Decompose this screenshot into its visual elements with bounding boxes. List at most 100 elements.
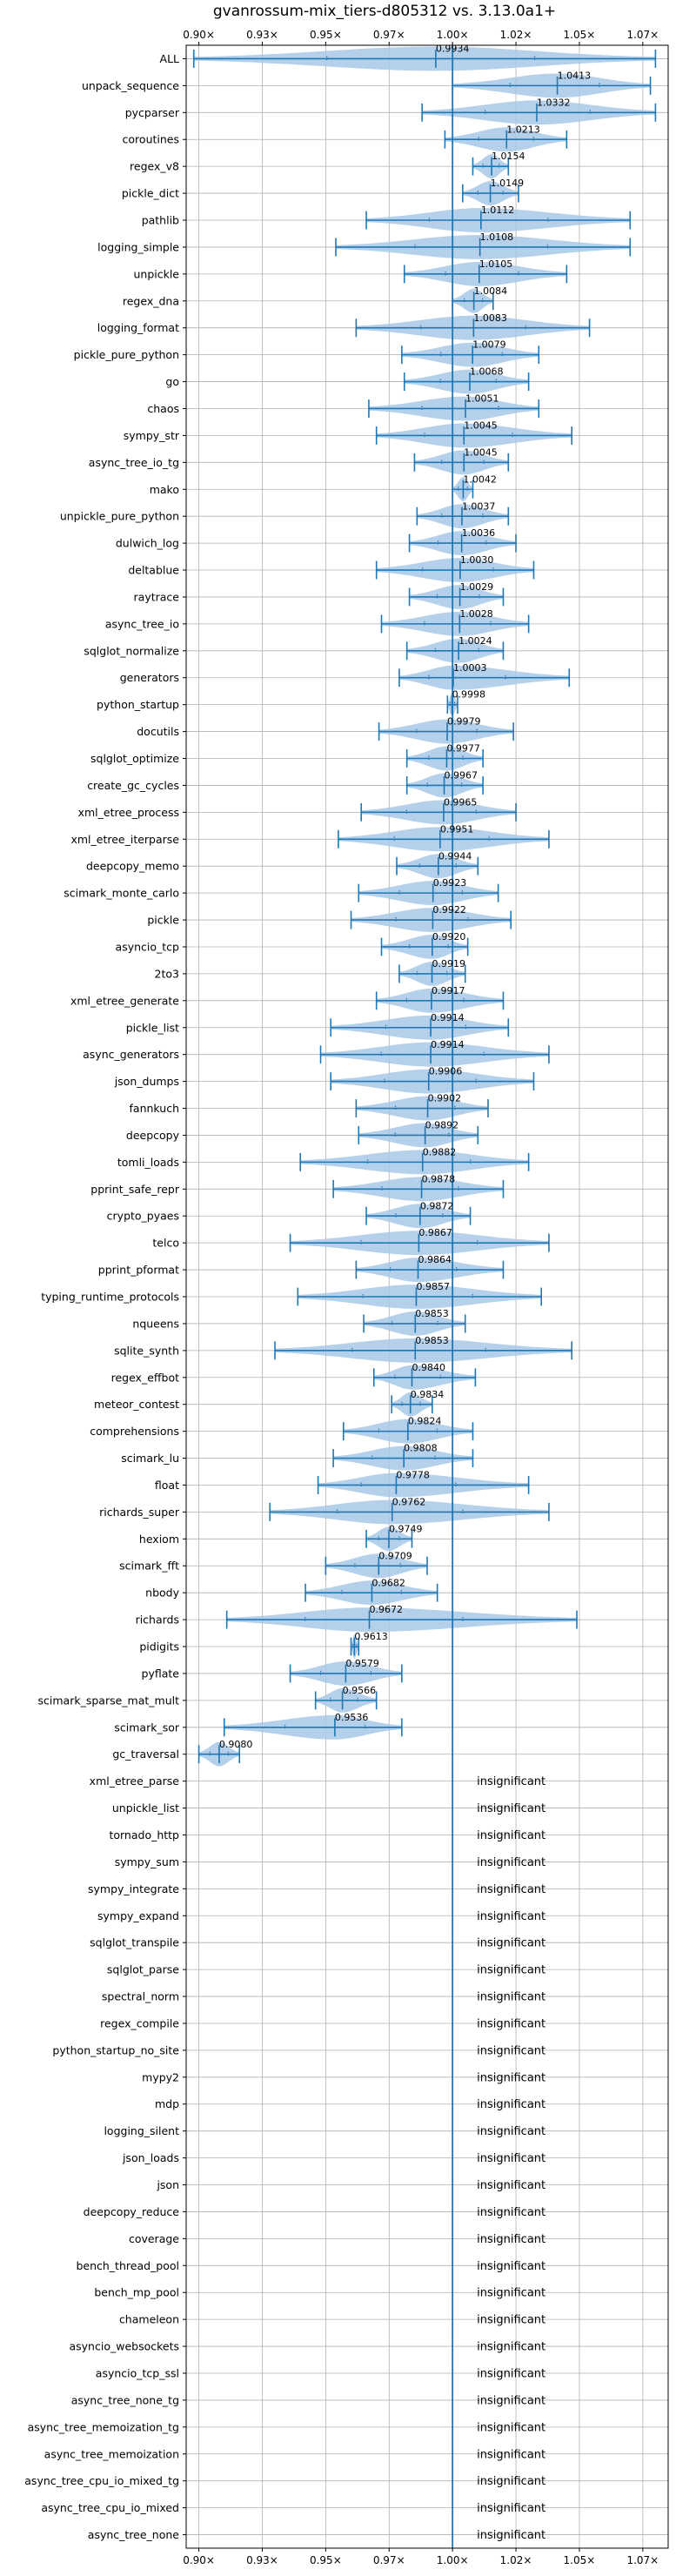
value-label: 0.9613 xyxy=(354,1631,388,1642)
value-label: 0.9749 xyxy=(389,1523,423,1534)
value-label: 0.9778 xyxy=(396,1470,430,1481)
value-label: 1.0332 xyxy=(537,97,571,108)
category-label: docutils xyxy=(137,725,179,738)
category-label: python_startup xyxy=(97,698,179,711)
insignificant-label: insignificant xyxy=(477,1964,545,1977)
insignificant-label: insignificant xyxy=(477,2529,545,2542)
category-label: hexiom xyxy=(139,1533,179,1546)
value-label: 0.9919 xyxy=(432,958,466,969)
value-label: 0.9080 xyxy=(219,1739,253,1750)
value-label: 0.9566 xyxy=(343,1685,377,1696)
x-tick-label-bottom: 0.95× xyxy=(310,2554,342,2566)
category-label: sympy_expand xyxy=(97,1909,179,1922)
category-label: pathlib xyxy=(142,214,179,227)
value-label: 1.0036 xyxy=(462,527,496,539)
insignificant-label: insignificant xyxy=(477,2314,545,2327)
category-label: sqlglot_optimize xyxy=(90,752,179,765)
insignificant-label: insignificant xyxy=(477,2341,545,2354)
category-label: sympy_str xyxy=(124,429,180,442)
value-label: 1.0213 xyxy=(506,124,540,135)
category-label: richards xyxy=(136,1613,179,1627)
value-label: 0.9977 xyxy=(446,743,480,755)
insignificant-label: insignificant xyxy=(477,1802,545,1815)
value-label: 0.9998 xyxy=(452,689,486,701)
value-label: 1.0068 xyxy=(470,366,504,378)
category-label: nqueens xyxy=(132,1317,179,1330)
category-label: scimark_monte_carlo xyxy=(64,887,179,900)
x-tick-label-bottom: 0.97× xyxy=(373,2554,405,2566)
category-label: regex_dna xyxy=(123,294,179,307)
value-label: 0.9979 xyxy=(447,716,481,728)
x-tick-label-top: 1.00× xyxy=(437,29,469,41)
category-label: unpickle xyxy=(133,267,179,280)
value-label: 0.9672 xyxy=(370,1604,404,1615)
category-label: fannkuch xyxy=(130,1102,179,1115)
category-label: pidigits xyxy=(139,1640,179,1654)
value-label: 0.9902 xyxy=(428,1093,461,1104)
value-label: 0.9920 xyxy=(432,931,465,943)
value-label: 0.9853 xyxy=(415,1335,449,1346)
category-label: asyncio_tcp xyxy=(116,940,180,953)
x-tick-label-top: 1.07× xyxy=(626,29,659,41)
chart-title: gvanrossum-mix_tiers-d805312 vs. 3.13.0a… xyxy=(213,3,556,20)
value-label: 1.0105 xyxy=(479,258,513,270)
violins xyxy=(192,46,657,1767)
category-label: telco xyxy=(152,1237,179,1250)
insignificant-label: insignificant xyxy=(477,2071,545,2084)
category-label: async_tree_memoization_tg xyxy=(28,2420,179,2433)
category-label: async_tree_io xyxy=(105,617,179,630)
value-label: 0.9906 xyxy=(429,1066,463,1077)
value-label: 1.0051 xyxy=(465,393,499,405)
category-label: meteor_contest xyxy=(94,1398,179,1411)
category-label: nbody xyxy=(145,1587,179,1600)
category-label: coverage xyxy=(129,2232,179,2245)
category-label: sympy_sum xyxy=(115,1855,179,1868)
plot-frame xyxy=(185,44,669,2549)
category-label: pycparser xyxy=(125,106,180,119)
value-label: 0.9709 xyxy=(378,1550,412,1561)
category-label: regex_effbot xyxy=(111,1371,179,1384)
insignificant-label: insignificant xyxy=(477,1856,545,1869)
category-label: sympy_integrate xyxy=(88,1882,179,1895)
category-label: deepcopy_reduce xyxy=(84,2205,180,2218)
category-label: sqlglot_parse xyxy=(107,1963,179,1976)
category-label: 2to3 xyxy=(155,967,179,980)
category-label: async_tree_io_tg xyxy=(89,456,179,469)
value-label: 1.0028 xyxy=(459,608,493,620)
category-label: float xyxy=(155,1479,179,1492)
category-label: json_loads xyxy=(122,2151,179,2164)
category-label: deepcopy xyxy=(126,1129,180,1142)
category-label: logging_silent xyxy=(104,2124,179,2137)
category-label: pickle_dict xyxy=(122,187,179,200)
x-tick-label-bottom: 0.90× xyxy=(183,2554,215,2566)
value-label: 1.0042 xyxy=(463,473,497,485)
value-label: 0.9536 xyxy=(335,1712,369,1723)
x-tick-label-bottom: 1.02× xyxy=(500,2554,532,2566)
category-label: gc_traversal xyxy=(112,1748,179,1761)
category-label: unpack_sequence xyxy=(82,79,179,92)
value-label: 1.0037 xyxy=(462,500,496,512)
value-label: 0.9853 xyxy=(415,1308,449,1319)
insignificant-label: insignificant xyxy=(477,2044,545,2057)
category-label: python_startup_no_site xyxy=(52,2043,179,2056)
category-label: bench_thread_pool xyxy=(76,2259,179,2272)
category-label: regex_compile xyxy=(100,2016,179,2029)
category-label: mdp xyxy=(155,2097,179,2110)
category-label: spectral_norm xyxy=(102,1990,179,2003)
category-label: crypto_pyaes xyxy=(107,1210,179,1223)
category-label: scimark_sor xyxy=(114,1721,179,1734)
category-label: pickle_pure_python xyxy=(74,348,179,361)
category-label: mako xyxy=(150,483,179,496)
category-label: pprint_pformat xyxy=(98,1264,179,1277)
insignificant-label: insignificant xyxy=(477,2206,545,2219)
insignificant-label: insignificant xyxy=(477,2502,545,2515)
category-label: richards_super xyxy=(99,1506,180,1519)
category-label: xml_etree_process xyxy=(78,806,179,819)
category-label: coroutines xyxy=(123,133,179,146)
value-label: 1.0045 xyxy=(464,446,498,458)
category-label: pyflate xyxy=(142,1667,180,1680)
category-label: unpickle_pure_python xyxy=(60,510,179,523)
value-label: 0.9914 xyxy=(431,1039,465,1050)
insignificant-label: insignificant xyxy=(477,2367,545,2380)
